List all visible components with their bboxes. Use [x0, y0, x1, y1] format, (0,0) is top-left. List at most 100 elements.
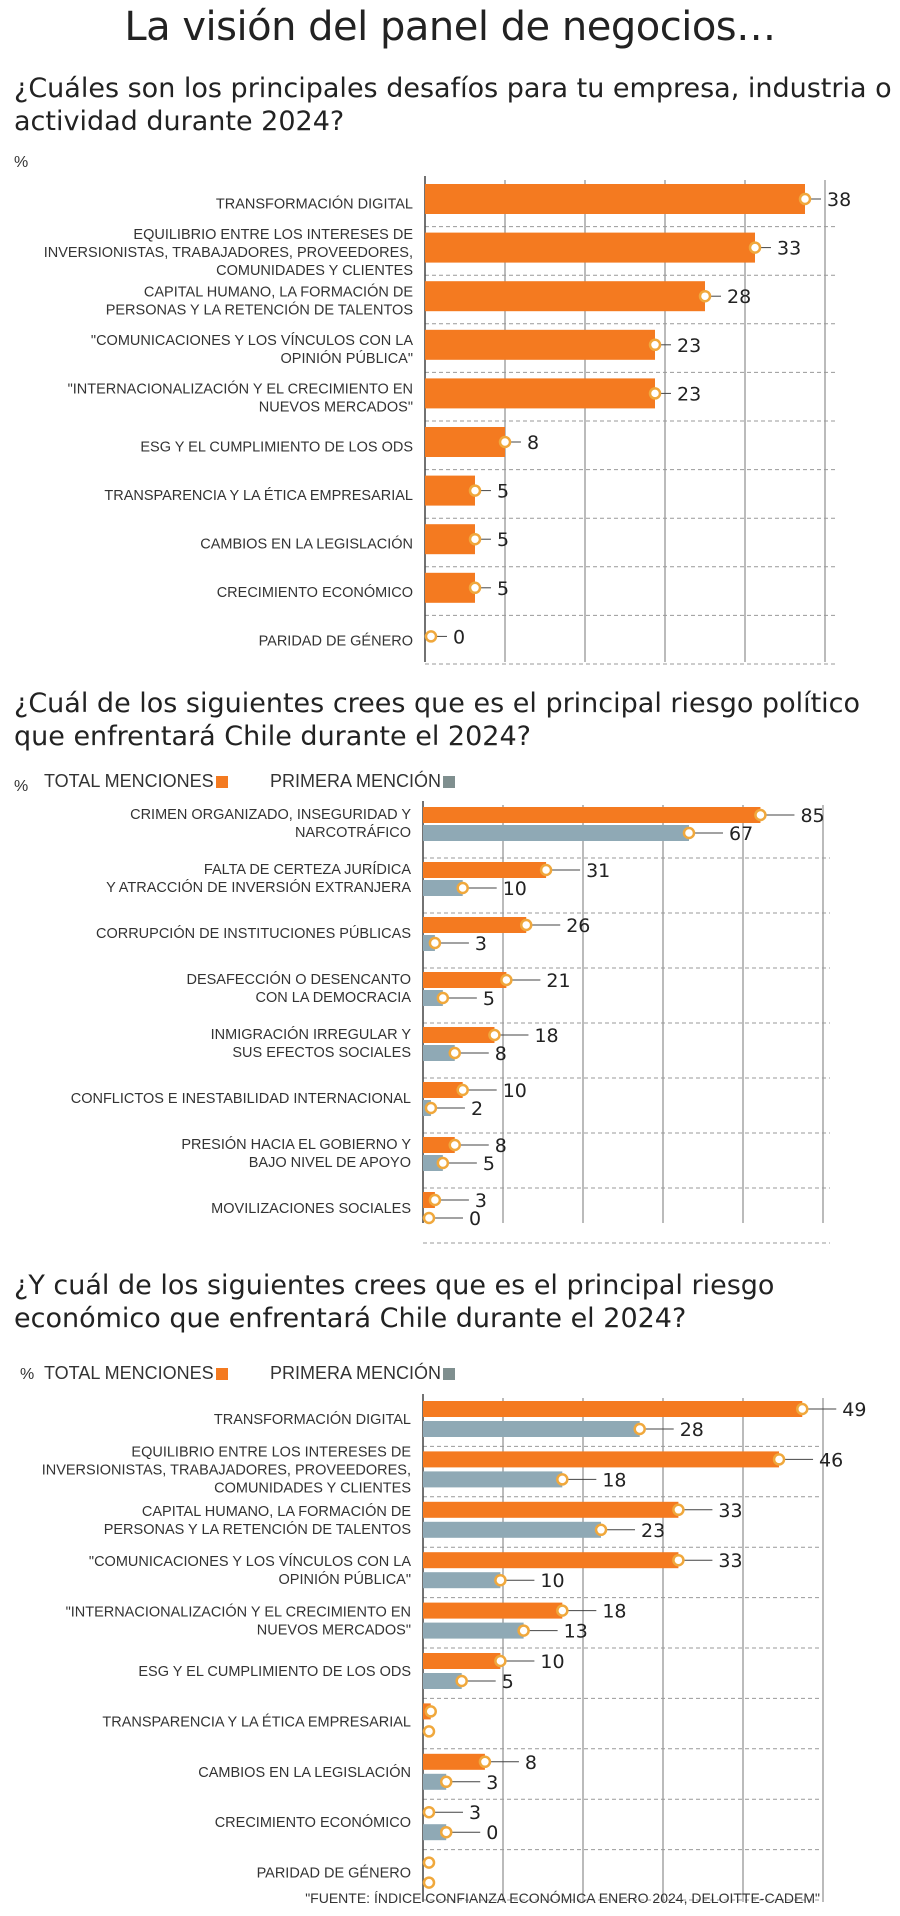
chart2-bar	[423, 807, 761, 823]
chart2-marker	[500, 973, 513, 987]
chart1-category-label: CAPITAL HUMANO, LA FORMACIÓN DE	[144, 284, 413, 301]
chart1-category-label: COMUNIDADES Y CLIENTES	[216, 263, 413, 279]
chart1-marker	[698, 289, 712, 303]
chart2-marker	[436, 1156, 450, 1170]
chart3-marker	[556, 1473, 569, 1486]
chart3-legend-primera-swatch	[443, 1368, 456, 1381]
chart2-marker	[519, 918, 533, 932]
chart1-title: ¿Cuáles son los principales desafíos par…	[14, 73, 892, 137]
chart3-value-label: 8	[525, 1752, 537, 1774]
chart3-value-label: 33	[718, 1550, 742, 1572]
chart3-category-label: CRECIMIENTO ECONÓMICO	[215, 1814, 411, 1831]
chart3-legend-primera: PRIMERA MENCIÓN	[270, 1363, 456, 1384]
chart2-marker	[682, 826, 696, 840]
chart3-category-label: EQUILIBRIO ENTRE LOS INTERESES DE	[131, 1444, 411, 1460]
chart3-marker	[796, 1402, 809, 1416]
chart1-value-label: 5	[497, 529, 509, 551]
chart2-value-label: 3	[475, 933, 487, 955]
chart3-value-label: 46	[819, 1449, 843, 1471]
chart2-value-label: 8	[495, 1043, 507, 1065]
chart3-category-label: "INTERNACIONALIZACIÓN Y EL CRECIMIENTO E…	[66, 1604, 411, 1621]
chart2-value-label: 2	[471, 1098, 483, 1120]
chart1-value-label: 23	[677, 335, 701, 357]
chart3-value-label: 10	[540, 1651, 564, 1673]
chart1-category-label: TRANSFORMACIÓN DIGITAL	[216, 195, 413, 212]
chart2-bar	[423, 1027, 495, 1043]
chart2-category-label: INMIGRACIÓN IRREGULAR Y	[211, 1026, 412, 1043]
chart1-marker	[798, 192, 812, 206]
chart3-marker	[422, 1876, 436, 1889]
chart3-bar	[423, 1753, 485, 1770]
chart3-bar	[423, 1421, 640, 1437]
chart2-value-label: 3	[475, 1190, 487, 1212]
chart1-bar	[425, 281, 705, 312]
chart1-category-label: NUEVOS MERCADOS"	[259, 400, 413, 416]
chart2-value-label: 5	[483, 1153, 495, 1175]
chart2-value-label: 10	[503, 878, 527, 900]
chart2-category-label: SUS EFECTOS SOCIALES	[232, 1045, 411, 1061]
chart1-category-label: EQUILIBRIO ENTRE LOS INTERESES DE	[133, 227, 413, 243]
chart1-marker	[468, 484, 482, 497]
chart2-value-label: 10	[503, 1080, 527, 1102]
chart1-bar	[425, 378, 655, 409]
chart2-value-label: 5	[483, 988, 495, 1010]
chart3-marker	[672, 1503, 685, 1517]
chart3-bar	[423, 1501, 679, 1518]
chart1-marker	[468, 532, 482, 546]
chart3-bar	[423, 1622, 524, 1639]
chart1-category-label: CRECIMIENTO ECONÓMICO	[217, 584, 413, 601]
chart2-marker	[428, 1193, 442, 1207]
chart1-value-label: 0	[453, 626, 465, 648]
chart2-bar	[423, 917, 527, 933]
chart1-unit: %	[14, 154, 29, 171]
chart3-title: ¿Y cuál de los siguientes crees que es e…	[14, 1270, 775, 1334]
chart1-marker	[468, 581, 482, 595]
chart2-value-label: 21	[546, 970, 570, 992]
chart3-marker	[424, 1705, 437, 1718]
chart2-category-label: Y ATRACCIÓN DE INVERSIÓN EXTRANJERA	[106, 879, 411, 896]
chart3-value-label: 28	[680, 1419, 704, 1441]
chart1-category-label: OPINIÓN PÚBLICA"	[281, 350, 413, 367]
chart3-bar	[423, 1572, 501, 1589]
chart3-legend-total: TOTAL MENCIONES	[44, 1363, 228, 1384]
chart3-category-label: INVERSIONISTAS, TRABAJADORES, PROVEEDORE…	[42, 1462, 411, 1478]
chart1-category-label: CAMBIOS EN LA LEGISLACIÓN	[200, 536, 413, 553]
chart3-bar	[423, 1521, 602, 1538]
chart3-marker	[594, 1523, 608, 1537]
chart1-category-label: TRANSPARENCIA Y LA ÉTICA EMPRESARIAL	[104, 487, 413, 504]
chart1-bar	[425, 427, 505, 457]
chart2-category-label: CON LA DEMOCRACIA	[256, 990, 412, 1006]
chart3-category-label: TRANSPARENCIA Y LA ÉTICA EMPRESARIAL	[102, 1713, 411, 1730]
chart2-legend-primera-swatch	[443, 776, 456, 789]
chart2-bar	[423, 1045, 455, 1061]
chart2-value-label: 18	[534, 1025, 558, 1047]
page-title: La visión del panel de negocios…	[124, 4, 776, 50]
chart3-value-label: 3	[486, 1772, 498, 1794]
chart2-value-label: 85	[800, 805, 824, 827]
chart2-bar	[423, 1137, 455, 1153]
chart2-category-label: PRESIÓN HACIA EL GOBIERNO Y	[181, 1136, 411, 1153]
chart2-legend-total: TOTAL MENCIONES	[44, 771, 228, 792]
chart2-category-label: DESAFECCIÓN O DESENCANTO	[186, 971, 411, 988]
chart1-category-label: PARIDAD DE GÉNERO	[259, 633, 413, 650]
chart3-marker	[494, 1573, 507, 1587]
chart3-marker	[422, 1805, 436, 1819]
chart2-bar	[423, 825, 689, 841]
chart3-bar	[423, 1602, 563, 1619]
chart3-legend-primera-label: PRIMERA MENCIÓN	[270, 1363, 442, 1383]
chart2-value-label: 8	[495, 1135, 507, 1157]
chart1-bar	[425, 232, 755, 263]
chart2-marker	[448, 1046, 462, 1060]
chart1-marker	[648, 387, 662, 400]
chart1-category-label: PERSONAS Y LA RETENCIÓN DE TALENTOS	[106, 302, 413, 319]
chart3-marker	[517, 1624, 530, 1637]
chart1-value-label: 8	[527, 432, 539, 454]
chart2-value-label: 67	[729, 823, 753, 845]
chart3-value-label: 10	[540, 1570, 564, 1592]
chart3-value-label: 18	[602, 1601, 626, 1623]
chart3-value-label: 0	[486, 1822, 498, 1844]
chart2-legend-primera: PRIMERA MENCIÓN	[270, 771, 456, 792]
chart2-marker	[754, 808, 767, 822]
chart1-bar	[425, 572, 475, 603]
